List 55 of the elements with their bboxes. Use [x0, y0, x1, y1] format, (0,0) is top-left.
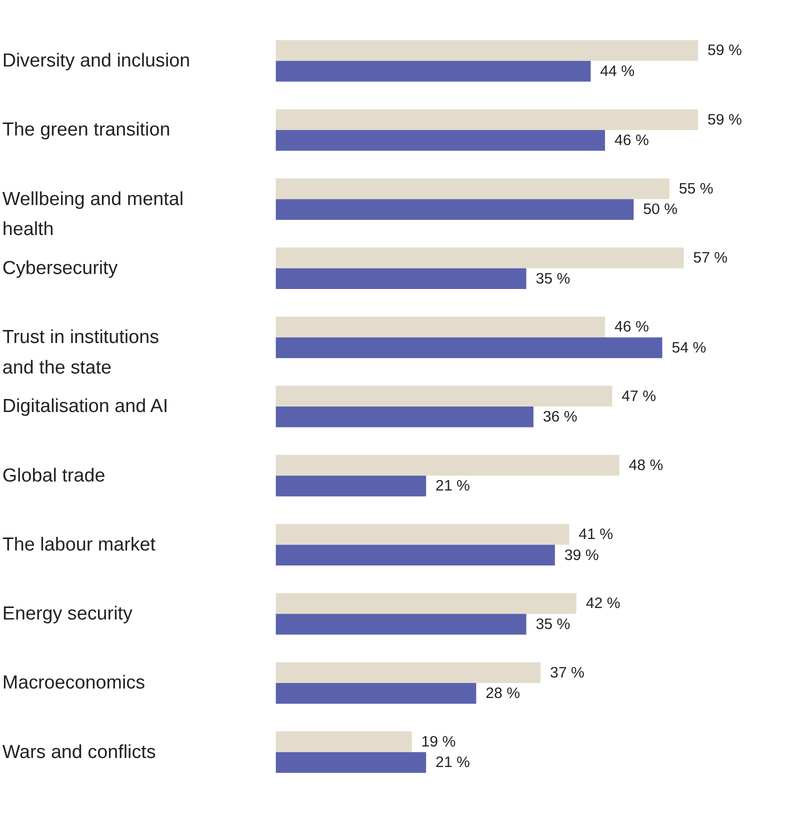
data-label: 50 % [643, 201, 678, 218]
bar [276, 662, 541, 684]
bar [276, 40, 698, 61]
data-label: 44 % [600, 62, 635, 80]
bar [276, 524, 570, 545]
bar [276, 130, 606, 151]
data-label: 57 % [693, 250, 728, 267]
y-tick-label: The labour market [2, 534, 156, 556]
data-label: 59 % [707, 42, 742, 60]
data-label: 59 % [707, 111, 742, 128]
y-tick-label: Energy security [2, 604, 134, 625]
bar [276, 248, 684, 268]
bar [276, 178, 670, 200]
bar [276, 614, 526, 635]
bar [276, 337, 662, 358]
bar [276, 454, 620, 476]
bar [276, 386, 612, 406]
data-label: 55 % [678, 180, 714, 198]
data-label: 36 % [542, 408, 578, 426]
data-label: 28 % [486, 685, 520, 702]
y-tick-label: Wars and conflicts [2, 742, 156, 763]
bar [276, 109, 698, 130]
y-tick-label: Diversity and inclusion [2, 50, 190, 72]
bar [276, 316, 606, 338]
y-tick-label: Macroeconomics [2, 672, 146, 694]
data-label: 47 % [622, 388, 656, 405]
data-label: 54 % [672, 339, 706, 356]
data-label: 19 % [421, 733, 456, 750]
data-label: 46 % [614, 318, 649, 336]
bar [276, 199, 634, 220]
data-label: 46 % [614, 132, 649, 150]
y-tick-label: The green transition [2, 120, 170, 141]
y-tick-label: Global trade [2, 465, 106, 486]
bar [276, 593, 576, 614]
bar [276, 268, 526, 289]
data-label: 37 % [550, 664, 584, 682]
bar [276, 544, 555, 566]
data-label: 35 % [536, 270, 570, 288]
data-label: 39 % [564, 546, 599, 564]
bar [276, 476, 426, 496]
data-label: 42 % [586, 595, 620, 612]
bar [276, 683, 476, 704]
data-label: 48 % [628, 456, 664, 474]
bar [276, 752, 426, 773]
bar [276, 60, 591, 82]
y-tick-label: Cybersecurity [2, 258, 118, 279]
bar [276, 406, 534, 428]
bar [276, 731, 412, 752]
y-tick-label: Trust in institutions and the state [2, 327, 160, 378]
data-label: 35 % [536, 616, 570, 633]
data-label: 41 % [578, 526, 614, 544]
y-tick-label: Digitalisation and AI [2, 396, 168, 418]
data-label: 21 % [436, 478, 470, 495]
y-tick-label: Wellbeing and mental health [2, 188, 184, 240]
data-label: 21 % [436, 754, 470, 772]
